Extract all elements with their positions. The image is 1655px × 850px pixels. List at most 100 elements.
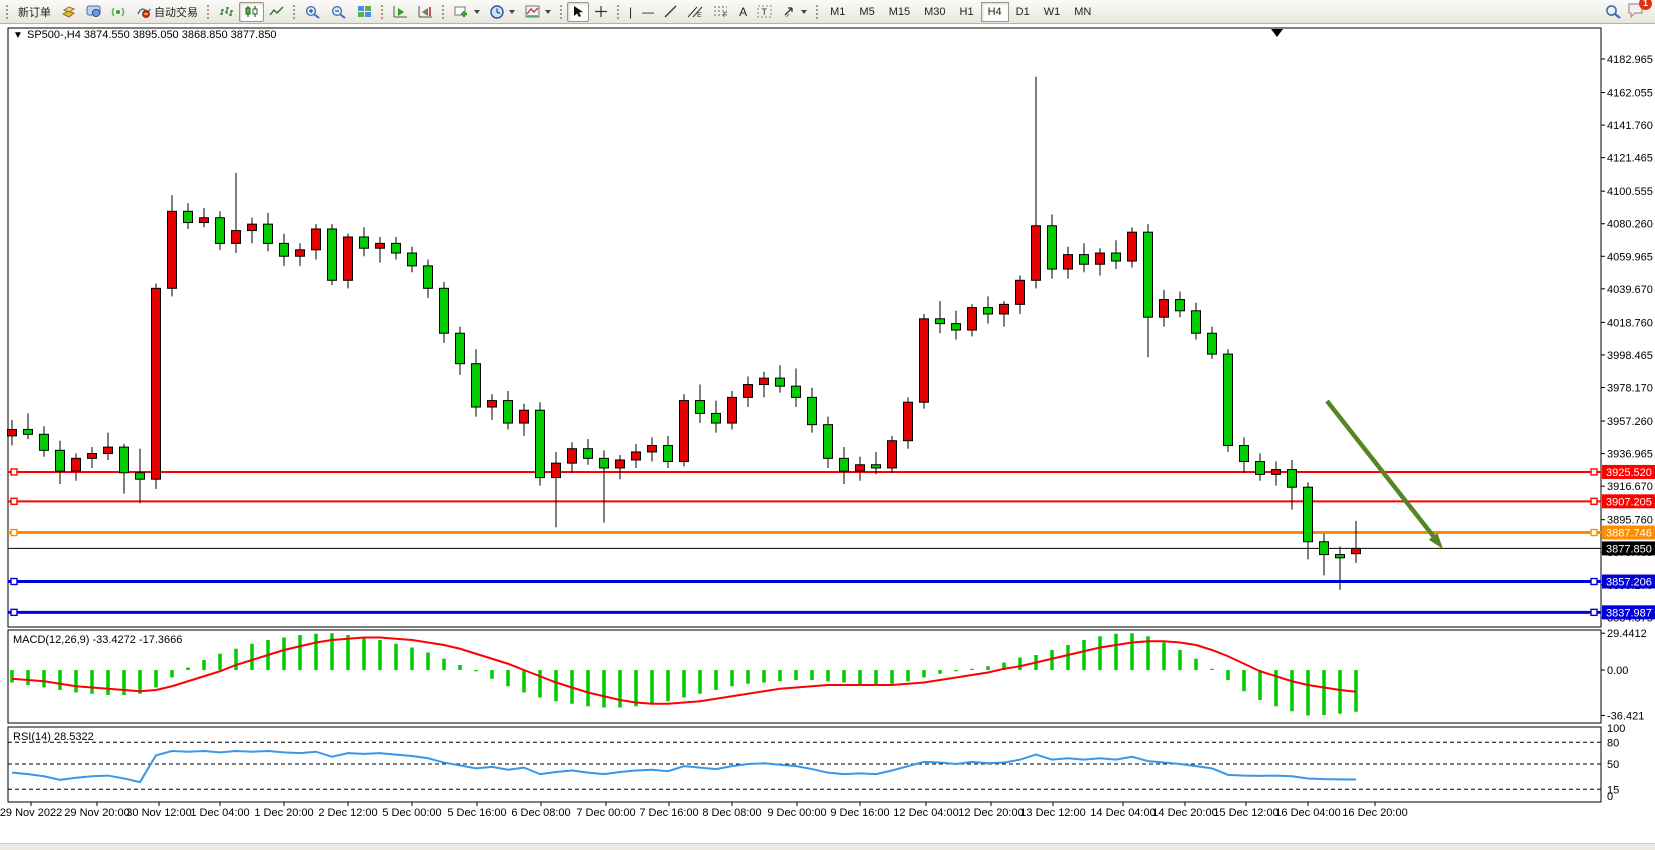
terminal-button[interactable] xyxy=(81,2,106,22)
line-chart-type-button[interactable] xyxy=(264,2,289,22)
arrows-button[interactable] xyxy=(777,2,812,22)
timeframe-h4[interactable]: H4 xyxy=(980,1,1009,22)
time-label: 8 Dec 08:00 xyxy=(702,807,761,819)
candle xyxy=(1239,445,1249,463)
timeframe-m5[interactable]: M5 xyxy=(859,5,875,18)
candle xyxy=(455,332,465,365)
new-order-button[interactable]: 新订单 xyxy=(13,2,56,22)
new-chart-button[interactable] xyxy=(449,2,485,22)
vertical-line-icon: | xyxy=(629,4,633,19)
candle xyxy=(119,446,129,474)
notification-badge: 1 xyxy=(1639,0,1652,10)
toolbar-grip[interactable] xyxy=(380,3,385,20)
candlestick-chart-type-button[interactable] xyxy=(239,1,264,22)
macd-signal-line xyxy=(11,636,1357,705)
candle xyxy=(183,210,193,224)
horizontal-line-button[interactable]: — xyxy=(637,2,659,22)
candle xyxy=(599,457,609,469)
time-label: 16 Dec 20:00 xyxy=(1342,807,1407,819)
bar-chart-type-button[interactable] xyxy=(214,2,239,22)
price-tick-label: 4059.965 xyxy=(1607,251,1653,263)
chevron-down-icon xyxy=(545,9,551,14)
candle xyxy=(263,223,273,244)
line-handle[interactable] xyxy=(1590,608,1598,617)
toolbar-grip[interactable] xyxy=(206,3,211,20)
timeframe-m30[interactable]: M30 xyxy=(924,5,946,18)
time-label: 7 Dec 00:00 xyxy=(576,807,635,819)
price-tick-label: 3957.260 xyxy=(1607,416,1653,428)
arrow-object[interactable] xyxy=(1325,399,1436,539)
candle xyxy=(855,464,865,472)
tile-windows-button[interactable] xyxy=(352,2,377,22)
candle xyxy=(1063,254,1073,270)
toolbar-grip[interactable] xyxy=(616,3,621,20)
crosshair-button[interactable] xyxy=(589,2,613,22)
toolbar-grip[interactable] xyxy=(441,3,446,20)
autotrade-button[interactable]: 自动交易 xyxy=(131,2,203,22)
price-line-badge xyxy=(1602,525,1655,540)
timeframe-m15[interactable]: M15 xyxy=(888,5,911,18)
search-icon[interactable] xyxy=(1605,4,1621,19)
fibonacci-icon: F xyxy=(714,6,727,18)
line-handle[interactable] xyxy=(10,608,18,617)
timeframe-m1[interactable]: M1 xyxy=(830,5,846,18)
trendline-button[interactable] xyxy=(659,2,682,22)
auto-scroll-button[interactable] xyxy=(388,2,413,22)
price-tick-label: 3936.965 xyxy=(1607,449,1653,461)
text-label-button[interactable]: T xyxy=(752,2,777,22)
candle xyxy=(727,396,737,424)
time-label: 6 Dec 08:00 xyxy=(511,807,570,819)
chat-button[interactable]: 1 xyxy=(1627,0,1652,21)
line-handle[interactable] xyxy=(10,468,18,476)
line-handle[interactable] xyxy=(1590,468,1598,476)
svg-text:T: T xyxy=(762,7,768,17)
candle xyxy=(1319,541,1329,556)
line-handle[interactable] xyxy=(10,528,18,537)
fibonacci-button[interactable]: F xyxy=(708,2,734,22)
period-button[interactable] xyxy=(485,2,520,22)
candle xyxy=(743,384,753,398)
chevron-down-icon xyxy=(474,9,480,14)
toolbar-grip[interactable] xyxy=(5,3,10,20)
timeframe-w1[interactable]: W1 xyxy=(1043,5,1061,18)
cursor-button[interactable] xyxy=(567,1,589,22)
channel-button[interactable]: E xyxy=(682,2,708,22)
chart-shift-button[interactable] xyxy=(413,2,438,22)
candlestick-chart-type-icon xyxy=(245,6,258,17)
text-button[interactable]: A xyxy=(734,2,752,22)
price-line-badge xyxy=(1602,574,1655,589)
timeframe-mn[interactable]: MN xyxy=(1074,5,1092,18)
zoom-in-button[interactable] xyxy=(300,2,326,22)
candle xyxy=(135,472,145,480)
candle xyxy=(663,445,673,463)
price-line-badge xyxy=(1602,464,1655,479)
line-handle[interactable] xyxy=(10,577,18,586)
zoom-out-button[interactable] xyxy=(326,2,352,22)
signal-button[interactable] xyxy=(106,2,131,22)
line-handle[interactable] xyxy=(1590,497,1598,506)
toolbar-grip[interactable] xyxy=(559,3,564,20)
line-handle[interactable] xyxy=(10,497,18,506)
time-label: 15 Dec 12:00 xyxy=(1213,807,1278,819)
time-label: 29 Nov 20:00 xyxy=(64,807,129,819)
candle xyxy=(679,400,689,463)
timeframe-d1[interactable]: D1 xyxy=(1015,5,1030,18)
indicators-button[interactable] xyxy=(520,2,556,22)
line-handle[interactable] xyxy=(1590,528,1598,537)
vertical-line-button[interactable]: | xyxy=(624,2,637,22)
candle xyxy=(487,400,497,408)
toolbar-grip[interactable] xyxy=(292,3,297,20)
chart-collapse-icon[interactable]: ▼ xyxy=(13,30,23,41)
toolbar: 新订单 自动交易 xyxy=(0,0,1655,24)
chart-shift-marker xyxy=(1271,29,1283,37)
candle xyxy=(391,242,401,254)
line-handle[interactable] xyxy=(1590,577,1598,586)
time-label: 1 Dec 20:00 xyxy=(254,807,313,819)
timeframe-h1[interactable]: H1 xyxy=(959,5,974,18)
candle xyxy=(199,217,209,224)
candle xyxy=(311,228,321,251)
chart-canvas[interactable]: 4182.965 4162.055 4141.760 4121.465 4100.555… xyxy=(0,25,1655,825)
gold-button[interactable] xyxy=(56,2,81,22)
time-label: 5 Dec 00:00 xyxy=(382,807,441,819)
toolbar-grip[interactable] xyxy=(815,3,821,20)
